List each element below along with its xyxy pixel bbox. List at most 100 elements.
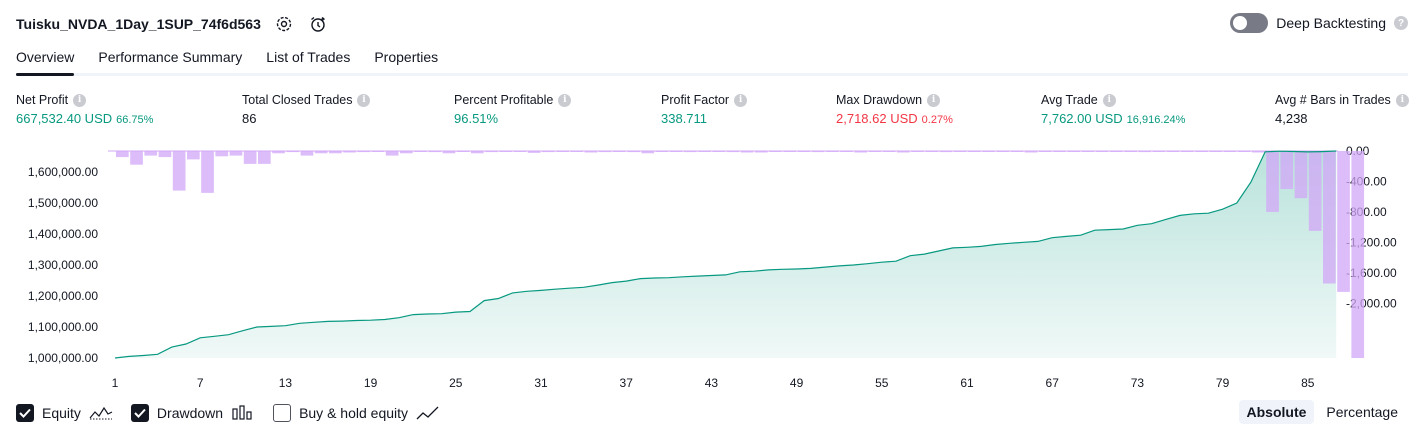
left-axis-tick: 1,500,000.00 bbox=[28, 196, 98, 210]
drawdown-bar bbox=[1138, 151, 1152, 153]
drawdown-bar bbox=[371, 151, 385, 152]
metric-total-closed-trades: Total Closed Trades i 86 bbox=[242, 93, 371, 126]
info-icon[interactable]: i bbox=[927, 93, 941, 107]
drawdown-bar bbox=[811, 151, 825, 153]
metric-label: Max Drawdown bbox=[836, 93, 923, 107]
left-axis-tick: 1,400,000.00 bbox=[28, 227, 98, 241]
drawdown-bar bbox=[1323, 151, 1336, 284]
legend-buy-hold[interactable]: Buy & hold equity bbox=[273, 404, 440, 422]
drawdown-bar bbox=[1280, 151, 1294, 190]
drawdown-bar bbox=[300, 151, 314, 156]
drawdown-bar bbox=[854, 151, 868, 153]
drawdown-bar bbox=[116, 151, 129, 158]
drawdown-bar bbox=[669, 151, 683, 152]
drawdown-bar bbox=[911, 151, 924, 152]
equity-line-icon bbox=[89, 406, 113, 420]
drawdown-bar bbox=[1266, 151, 1279, 212]
drawdown-bar bbox=[1053, 151, 1066, 152]
drawdown-bar bbox=[897, 151, 910, 153]
drawdown-bar bbox=[570, 151, 584, 152]
x-axis-tick: 67 bbox=[1046, 376, 1060, 390]
equity-checkbox[interactable] bbox=[16, 404, 34, 422]
metric-value: 4,238 bbox=[1275, 111, 1308, 126]
drawdown-bar bbox=[1039, 151, 1052, 152]
drawdown-bar bbox=[797, 151, 811, 152]
info-icon[interactable]: i bbox=[73, 93, 87, 107]
drawdown-bar bbox=[158, 151, 172, 158]
drawdown-bar bbox=[953, 151, 967, 152]
alarm-clock-icon[interactable] bbox=[307, 13, 329, 35]
metric-net-profit: Net Profit i 667,532.40 USD 66.75% bbox=[16, 93, 153, 126]
chart-legend: Equity Drawdown Buy & hold equity bbox=[16, 404, 440, 422]
equity-drawdown-chart[interactable]: 1,000,000.00 1,100,000.00 1,200,000.00 1,30… bbox=[0, 140, 1424, 398]
info-icon[interactable]: i bbox=[1102, 93, 1116, 107]
drawdown-bar bbox=[542, 151, 555, 153]
drawdown-bar bbox=[627, 151, 640, 153]
buy-hold-checkbox[interactable] bbox=[273, 404, 292, 422]
legend-equity[interactable]: Equity bbox=[16, 404, 113, 422]
tab-performance-summary[interactable]: Performance Summary bbox=[98, 49, 243, 65]
equity-line bbox=[114, 150, 1337, 359]
info-icon[interactable]: i bbox=[734, 93, 748, 107]
deep-backtesting: Deep Backtesting ? bbox=[1230, 13, 1408, 33]
drawdown-bar bbox=[187, 151, 200, 160]
drawdown-bar bbox=[286, 151, 300, 153]
x-axis-tick: 13 bbox=[279, 376, 293, 390]
drawdown-bar bbox=[868, 151, 882, 152]
help-icon[interactable]: ? bbox=[1394, 16, 1408, 30]
deep-backtesting-toggle[interactable] bbox=[1230, 13, 1269, 33]
drawdown-bar bbox=[314, 151, 328, 154]
drawdown-bar bbox=[400, 151, 413, 154]
tab-properties[interactable]: Properties bbox=[374, 49, 439, 65]
drawdown-bar bbox=[598, 151, 612, 153]
drawdown-bar bbox=[840, 151, 853, 152]
metric-avg-bars-in-trades: Avg # Bars in Trades i 4,238 bbox=[1275, 93, 1409, 126]
info-icon[interactable]: i bbox=[357, 93, 371, 107]
x-axis-tick: 61 bbox=[960, 376, 974, 390]
drawdown-bar bbox=[982, 151, 995, 152]
tab-overview[interactable]: Overview bbox=[16, 46, 75, 76]
drawdown-bar bbox=[769, 151, 782, 152]
mode-absolute-button[interactable]: Absolute bbox=[1238, 400, 1315, 424]
drawdown-bar bbox=[939, 151, 953, 153]
drawdown-bar bbox=[1081, 151, 1095, 152]
drawdown-bar bbox=[826, 151, 839, 152]
tab-list-of-trades[interactable]: List of Trades bbox=[266, 49, 351, 65]
drawdown-bar bbox=[215, 151, 229, 157]
drawdown-bar bbox=[513, 151, 527, 152]
drawdown-bar bbox=[584, 151, 598, 153]
info-icon[interactable]: i bbox=[558, 93, 572, 107]
bar-chart-icon bbox=[232, 405, 252, 420]
drawdown-bar bbox=[201, 151, 214, 193]
x-axis-tick: 37 bbox=[620, 376, 634, 390]
drawdown-bar bbox=[1351, 151, 1365, 358]
drawdown-bar bbox=[925, 151, 939, 152]
drawdown-bar bbox=[1024, 151, 1038, 153]
metric-value: 7,762.00 USD bbox=[1041, 111, 1123, 126]
settings-icon[interactable] bbox=[273, 13, 295, 35]
x-axis-tick: 7 bbox=[197, 376, 204, 390]
legend-buy-hold-label: Buy & hold equity bbox=[299, 405, 409, 421]
drawdown-bar bbox=[1152, 151, 1166, 152]
drawdown-bar bbox=[456, 151, 470, 152]
drawdown-bar bbox=[357, 151, 371, 153]
metric-percent: 66.75% bbox=[116, 114, 154, 126]
x-axis-tick: 1 bbox=[112, 376, 119, 390]
metric-label: Net Profit bbox=[16, 93, 69, 107]
metric-value: 667,532.40 USD bbox=[16, 111, 113, 126]
metric-avg-trade: Avg Trade i 7,762.00 USD 16,916.24% bbox=[1041, 93, 1185, 126]
x-axis-tick: 73 bbox=[1131, 376, 1145, 390]
info-icon[interactable]: i bbox=[1395, 93, 1409, 107]
value-mode-switch: Absolute Percentage bbox=[1238, 400, 1407, 424]
drawdown-bar bbox=[1237, 151, 1251, 152]
legend-drawdown[interactable]: Drawdown bbox=[130, 404, 255, 422]
drawdown-bar bbox=[1308, 151, 1322, 231]
metrics-row: Net Profit i 667,532.40 USD 66.75% Total C… bbox=[0, 93, 1424, 133]
drawdown-bar bbox=[655, 151, 669, 152]
drawdown-checkbox[interactable] bbox=[130, 404, 149, 422]
drawdown-bar bbox=[755, 151, 768, 153]
left-axis-tick: 1,000,000.00 bbox=[28, 351, 98, 365]
drawdown-bar bbox=[130, 151, 143, 165]
mode-percentage-button[interactable]: Percentage bbox=[1326, 404, 1398, 420]
left-axis: 1,000,000.00 1,100,000.00 1,200,000.00 1,30… bbox=[28, 165, 98, 365]
